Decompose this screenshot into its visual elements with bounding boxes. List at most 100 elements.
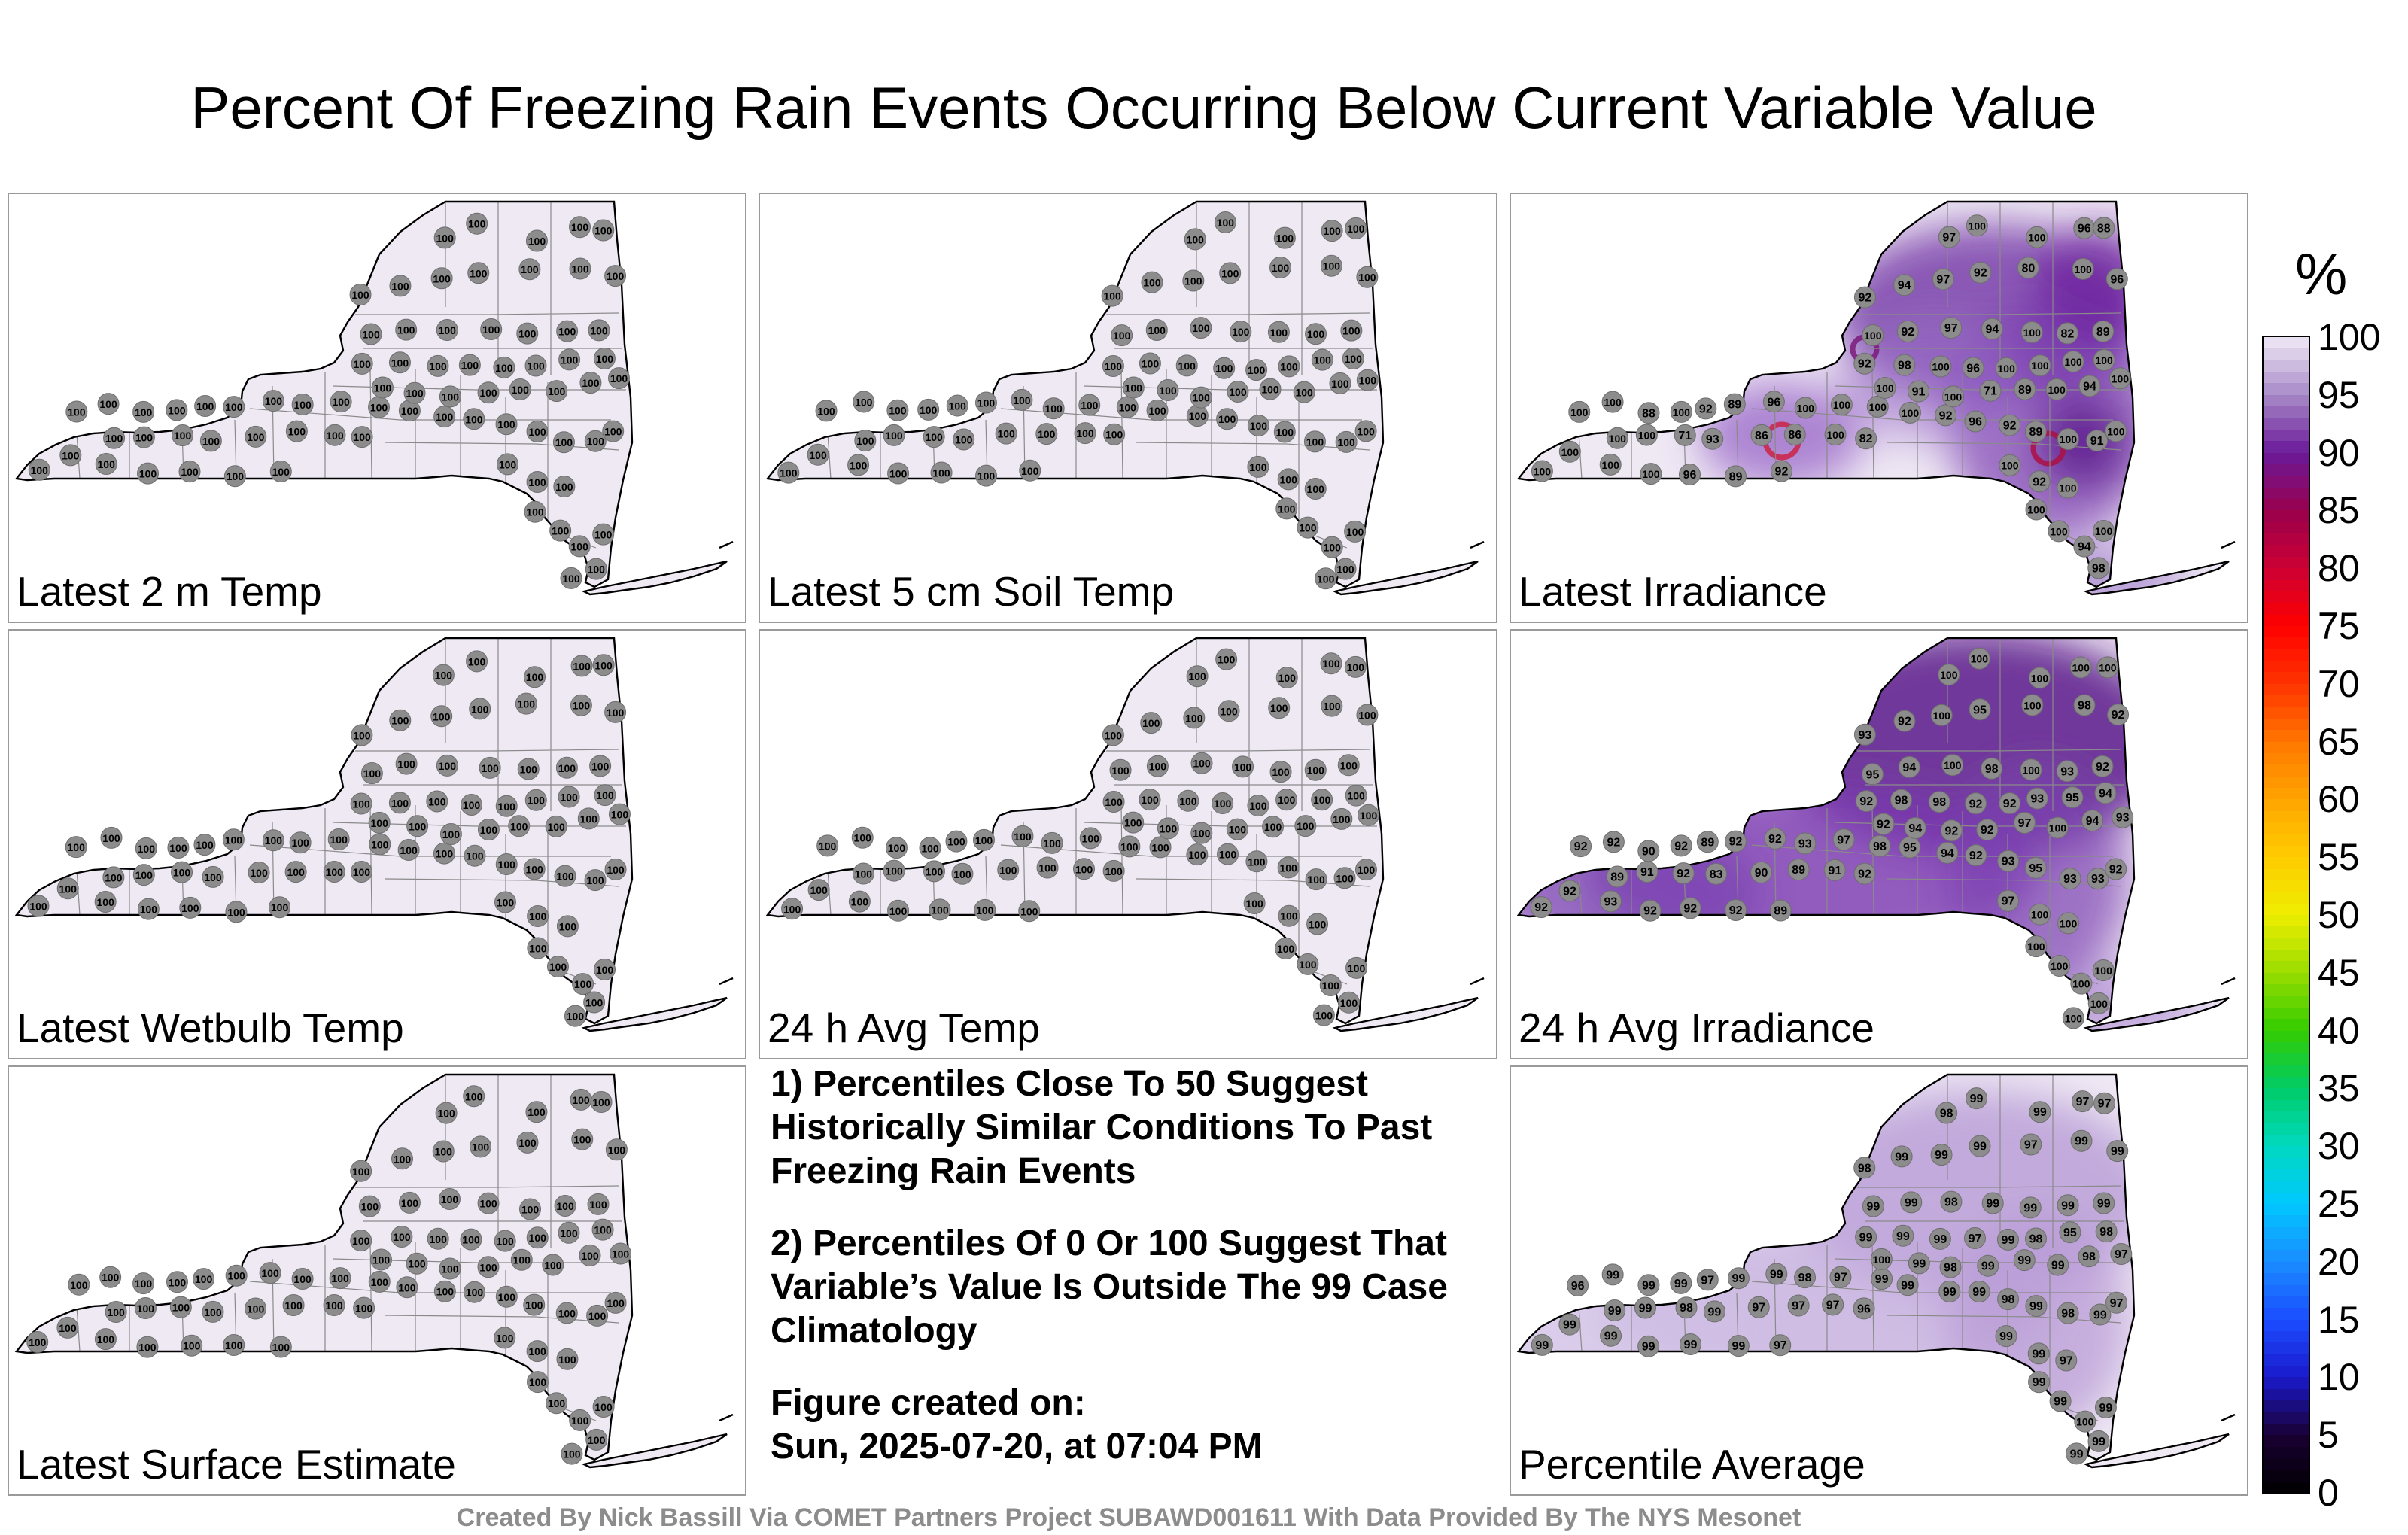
station-value: 100 <box>548 385 566 397</box>
station-value: 99 <box>2023 1202 2037 1214</box>
station-dot <box>919 837 941 859</box>
station-marker: 96 <box>1962 357 1984 379</box>
station-marker: 100 <box>1245 359 1268 381</box>
station-value: 100 <box>582 377 600 389</box>
station-dot <box>2078 1245 2100 1268</box>
station-value: 100 <box>284 1299 303 1312</box>
station-marker: 99 <box>1900 1191 1923 1214</box>
station-marker: 100 <box>398 1191 421 1214</box>
station-value: 92 <box>1699 403 1713 415</box>
station-dot <box>1320 652 1342 675</box>
station-marker: 100 <box>887 462 910 485</box>
station-value: 100 <box>2060 917 2078 929</box>
station-value: 100 <box>1249 800 1267 812</box>
station-marker: 100 <box>1183 707 1206 729</box>
colorbar-segment <box>2264 718 2309 731</box>
station-marker: 95 <box>2061 786 2084 809</box>
station-marker: 100 <box>350 861 372 883</box>
station-dot <box>592 1395 615 1418</box>
station-dot <box>269 460 292 482</box>
station-dot <box>2025 1295 2048 1318</box>
station-marker: 100 <box>524 500 546 523</box>
station-marker: 100 <box>997 859 1020 881</box>
station-value: 83 <box>1710 868 1723 881</box>
station-marker: 92 <box>1853 352 1876 375</box>
station-dot <box>1861 763 1884 786</box>
station-marker: 100 <box>136 1336 159 1358</box>
colorbar-segment <box>2264 1157 2309 1170</box>
station-marker: 100 <box>781 898 804 920</box>
station-marker: 93 <box>2059 868 2081 890</box>
station-dot <box>1157 817 1179 840</box>
station-value: 100 <box>1187 233 1205 245</box>
station-value: 100 <box>809 449 827 461</box>
station-value: 100 <box>391 715 409 727</box>
station-marker: 100 <box>1103 423 1126 445</box>
station-value: 100 <box>589 1199 607 1211</box>
station-marker: 93 <box>1599 890 1622 913</box>
station-marker: 92 <box>1965 792 1987 815</box>
station-dot <box>1141 271 1163 293</box>
station-marker: 100 <box>886 399 909 421</box>
station-marker: 100 <box>1340 319 1363 342</box>
station-dot <box>2020 321 2043 344</box>
station-marker: 100 <box>2029 903 2051 926</box>
station-value: 92 <box>1574 840 1588 853</box>
station-dot <box>2046 816 2069 839</box>
station-marker: 100 <box>579 372 602 394</box>
station-dot <box>558 786 580 808</box>
station-dot <box>323 1294 345 1317</box>
station-dot <box>589 755 612 777</box>
station-marker: 100 <box>1216 408 1239 430</box>
station-marker: 99 <box>1929 1227 1951 1250</box>
station-marker: 92 <box>2091 755 2114 777</box>
station-value: 100 <box>1642 468 1660 480</box>
station-marker: 100 <box>497 453 519 476</box>
station-marker: 100 <box>1122 376 1145 399</box>
station-value: 100 <box>856 435 874 447</box>
station-dot <box>604 858 627 880</box>
station-dot <box>391 1147 414 1170</box>
station-dot <box>427 354 449 377</box>
station-value: 100 <box>137 1302 155 1315</box>
station-marker: 100 <box>1277 856 1300 879</box>
station-value: 100 <box>439 760 457 772</box>
station-dot <box>1230 321 1252 343</box>
station-marker: 100 <box>1273 226 1296 249</box>
station-dot <box>1247 455 1269 478</box>
station-marker: 100 <box>469 698 491 720</box>
station-value: 97 <box>1944 322 1958 335</box>
station-marker: 100 <box>1344 520 1367 543</box>
station-value: 100 <box>1013 394 1031 406</box>
station-marker: 94 <box>2081 810 2104 832</box>
station-dot <box>556 320 579 342</box>
station-value: 100 <box>926 865 944 877</box>
station-dot <box>403 381 426 404</box>
station-value: 100 <box>1357 425 1375 437</box>
station-dot <box>269 896 291 919</box>
station-dot <box>527 905 549 928</box>
station-dot <box>1330 807 1353 830</box>
station-marker: 97 <box>2055 1349 2078 1372</box>
station-dot <box>1190 752 1213 774</box>
station-value: 100 <box>977 470 996 482</box>
station-marker: 100 <box>368 1270 391 1293</box>
station-dot <box>2093 1092 2116 1114</box>
station-marker: 100 <box>1294 815 1317 837</box>
station-dot <box>2072 1090 2094 1113</box>
station-marker: 100 <box>1330 807 1353 830</box>
station-dot <box>223 465 246 488</box>
station-marker: 100 <box>132 864 155 886</box>
station-value: 100 <box>372 1254 391 1266</box>
station-marker: 100 <box>2072 257 2094 280</box>
station-dot <box>2093 349 2115 372</box>
colorbar-segment <box>2264 695 2309 708</box>
station-dot <box>477 381 500 404</box>
station-marker: 100 <box>1968 647 1990 670</box>
station-marker: 100 <box>327 828 350 851</box>
state-fill <box>17 638 727 1031</box>
island-mark <box>719 1413 734 1422</box>
station-dot <box>350 792 372 815</box>
panel-label: Latest Irradiance <box>1519 568 1827 615</box>
station-value: 92 <box>1939 409 1953 422</box>
